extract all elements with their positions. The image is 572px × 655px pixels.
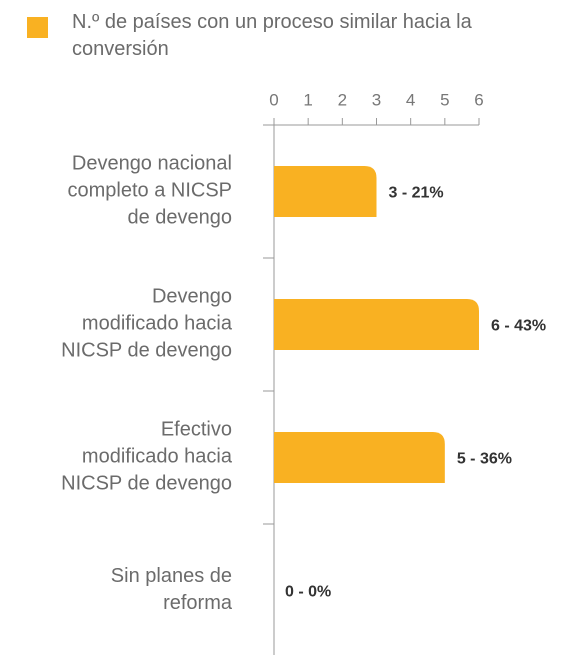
bar (274, 299, 479, 350)
x-tick-label: 1 (303, 90, 312, 109)
x-tick-label: 5 (440, 90, 449, 109)
data-label: 5 - 36% (457, 451, 512, 468)
legend-label: N.º de países con un proceso similar hac… (72, 11, 472, 60)
bar (274, 166, 377, 217)
data-label: 0 - 0% (285, 584, 331, 601)
y-tick-label: Sin planes de reforma (111, 565, 233, 614)
x-tick-label: 6 (474, 90, 483, 109)
x-tick-label: 2 (338, 90, 347, 109)
data-label: 3 - 21% (389, 185, 444, 202)
x-tick-label: 4 (406, 90, 415, 109)
data-label: 6 - 43% (491, 318, 546, 335)
y-tick-label: Devengo nacional completo a NICSP de deven… (67, 153, 232, 229)
x-tick-label: 3 (372, 90, 381, 109)
bar (274, 432, 445, 483)
legend-swatch (27, 17, 48, 38)
y-tick-label: Efectivo modificado hacia NICSP de devengo (61, 419, 233, 495)
y-tick-label: Devengo modificado hacia NICSP de devengo (61, 286, 233, 362)
x-tick-label: 0 (269, 90, 278, 109)
